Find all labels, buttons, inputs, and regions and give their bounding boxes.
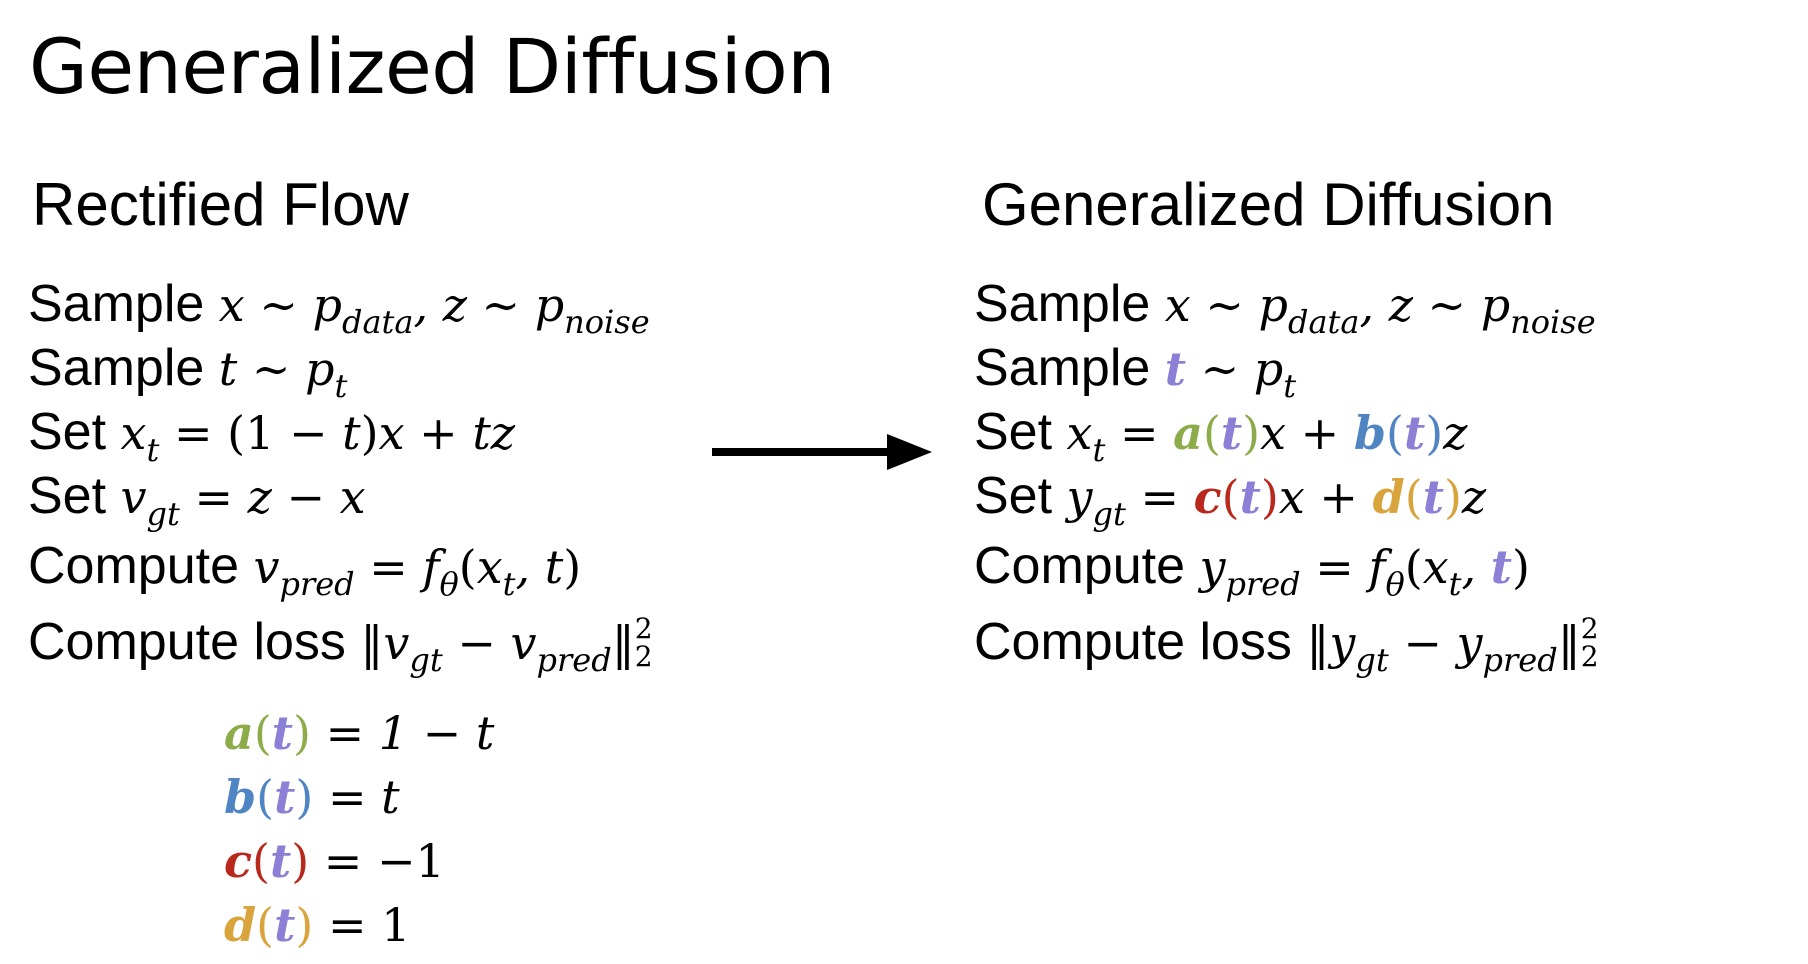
formula-compute-ypred: ypred = fθ(xt, t)	[1199, 540, 1530, 603]
step-sample-data: Sample x ∼ pdata, z ∼ pnoise	[974, 275, 1596, 341]
formula-set-ygt: ygt = c(t)x + d(t)z	[1066, 470, 1487, 533]
coefficient-list: a(t) = 1 − t b(t) = t c(t) = −1 d(t) = 1	[224, 700, 494, 956]
step-set-vgt: Set vgt = z − x	[28, 467, 366, 533]
step-sample-t: Sample t ∼ pt	[28, 339, 348, 405]
generalized-diffusion-title: Generalized Diffusion	[982, 171, 1555, 238]
coefficient-b-value: t	[381, 770, 400, 824]
formula-sample-data: x ∼ pdata, z ∼ pnoise	[1164, 278, 1596, 341]
generalized-diffusion-steps: Sample x ∼ pdata, z ∼ pnoise Sample t ∼ …	[974, 272, 1599, 679]
formula-set-xt: xt = (1 − t)x + tz	[120, 406, 516, 469]
coefficient-d: d(t) = 1	[224, 898, 411, 952]
formula-sample-t: t ∼ pt	[1164, 342, 1297, 405]
formula-sample-t: t ∼ pt	[218, 342, 348, 405]
formula-sample-data: x ∼ pdata, z ∼ pnoise	[218, 278, 650, 341]
step-set-ygt: Set ygt = c(t)x + d(t)z	[974, 467, 1487, 533]
rectified-flow-steps: Sample x ∼ pdata, z ∼ pnoise Sample t ∼ …	[28, 272, 653, 679]
step-sample-data: Sample x ∼ pdata, z ∼ pnoise	[28, 275, 650, 341]
coefficient-d-value: 1	[381, 898, 411, 952]
coefficient-b: b(t) = t	[224, 770, 400, 824]
step-set-xt: Set xt = (1 − t)x + tz	[28, 403, 516, 469]
step-compute-loss: Compute loss ‖vgt − vpred‖ 2 2	[28, 612, 653, 679]
right-arrow-icon	[712, 434, 932, 470]
step-sample-t: Sample t ∼ pt	[974, 339, 1297, 405]
formula-loss: ‖vgt − vpred‖ 2 2	[360, 612, 653, 679]
step-compute-loss: Compute loss ‖ygt − ypred‖ 2 2	[974, 612, 1599, 679]
formula-compute-vpred: vpred = fθ(xt, t)	[253, 540, 582, 603]
coefficient-a-value: 1 − t	[378, 706, 495, 760]
formula-set-vgt: vgt = z − x	[120, 470, 366, 533]
step-compute-vpred: Compute vpred = fθ(xt, t)	[28, 537, 582, 603]
formula-loss: ‖ygt − ypred‖ 2 2	[1306, 612, 1599, 679]
coefficient-c: c(t) = −1	[224, 834, 445, 888]
coefficient-a: a(t) = 1 − t	[224, 706, 495, 760]
coefficient-c-value: −1	[376, 834, 445, 888]
formula-set-xt: xt = a(t)x + b(t)z	[1066, 406, 1468, 469]
step-set-xt: Set xt = a(t)x + b(t)z	[974, 403, 1468, 469]
step-compute-ypred: Compute ypred = fθ(xt, t)	[974, 537, 1530, 603]
rectified-flow-title: Rectified Flow	[32, 171, 409, 238]
page-title: Generalized Diffusion	[29, 22, 835, 111]
